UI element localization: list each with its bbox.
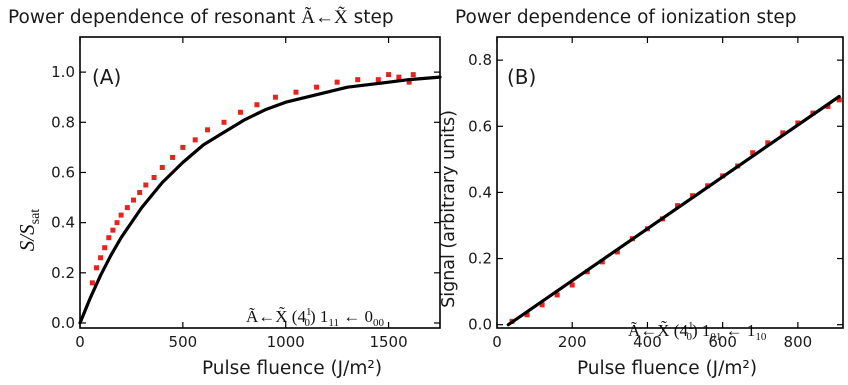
panel-label-a: (A) [92, 65, 121, 89]
data-point [130, 197, 136, 203]
y-tick-label: 0.6 [51, 163, 75, 181]
y-tick-label: 0.0 [51, 314, 75, 332]
data-point [205, 127, 211, 133]
data-point [106, 235, 112, 241]
data-point [569, 282, 575, 288]
x-tick-label: 800 [784, 333, 813, 351]
y-tick-label: 0.8 [51, 113, 75, 131]
annotation-b: Ã←X̃ (41 0) 101 ← 110 [628, 320, 767, 343]
data-point [110, 227, 116, 233]
data-point [159, 164, 165, 170]
x-tick-label: 1000 [267, 333, 305, 351]
data-point [554, 292, 560, 298]
data-point [180, 144, 186, 150]
data-point [98, 255, 104, 261]
data-point [539, 302, 545, 308]
fit-line [506, 94, 841, 327]
data-point [765, 140, 771, 146]
data-point [114, 220, 120, 226]
y-tick-label: 0.6 [468, 117, 492, 135]
data-point [780, 130, 786, 136]
data-point [151, 174, 157, 180]
ylabel-a: S/Ssat [15, 209, 43, 252]
data-point [396, 74, 402, 80]
data-point [825, 103, 831, 109]
data-point [836, 97, 842, 103]
data-point [410, 72, 416, 78]
panel-label-b: (B) [507, 65, 536, 89]
x-tick-label: 600 [708, 333, 737, 351]
annotation-a: Ã←X̃ (41 0) 111 ← 000 [246, 306, 384, 329]
ylabel-b: Signal (arbitrary units) [439, 110, 459, 308]
panel-a: 0 500 1000 1500 0.0 0.2 0.4 0.6 0.8 1.0 [51, 36, 442, 351]
data-point [795, 120, 801, 126]
x-tick-label: 500 [169, 333, 198, 351]
y-tick-label: 0.2 [51, 264, 75, 282]
x-tick-label: 1500 [369, 333, 407, 351]
xlabel-b: Pulse fluence (J/m²) [577, 358, 757, 379]
y-tick-label: 0.0 [468, 316, 492, 334]
data-point [102, 245, 108, 251]
title-b: Power dependence of ionization step [455, 7, 797, 28]
x-tick-label: 0 [75, 333, 85, 351]
data-point [675, 203, 681, 209]
data-point [524, 312, 530, 318]
data-point [89, 280, 95, 286]
data-point [272, 94, 278, 100]
data-point [375, 77, 381, 83]
data-point [614, 249, 620, 255]
x-tick-label: 0 [492, 333, 502, 351]
data-point [118, 212, 124, 218]
data-point [124, 205, 130, 211]
data-point [170, 154, 176, 160]
panel-b: 0 200 400 600 800 0.0 0.2 0.4 0.6 0.8 [468, 36, 844, 351]
x-tick-label: 200 [558, 333, 587, 351]
data-point [293, 89, 299, 95]
data-point [406, 79, 412, 85]
data-point [386, 72, 392, 78]
data-point [314, 84, 320, 90]
data-point [750, 150, 756, 156]
x-tick-label: 400 [633, 333, 662, 351]
data-point [137, 190, 143, 196]
data-point [355, 77, 361, 83]
fit-line [78, 75, 442, 325]
data-point [599, 259, 605, 265]
y-tick-label: 1.0 [51, 63, 75, 81]
data-point [93, 265, 99, 271]
y-tick-label: 0.4 [468, 183, 492, 201]
plot-frame-b [496, 36, 844, 329]
y-tick-label: 0.2 [468, 250, 492, 268]
data-point [221, 119, 227, 125]
data-point [254, 102, 260, 108]
data-point [192, 137, 198, 143]
xlabel-a: Pulse fluence (J/m²) [202, 358, 382, 379]
plot-frame-a [79, 36, 441, 329]
data-point [334, 79, 340, 85]
y-tick-label: 0.8 [468, 51, 492, 69]
data-point [237, 109, 243, 115]
title-a: Power dependence of resonant Ã←X̃ step [8, 5, 394, 28]
data-point [143, 182, 149, 188]
y-tick-label: 0.4 [51, 214, 75, 232]
